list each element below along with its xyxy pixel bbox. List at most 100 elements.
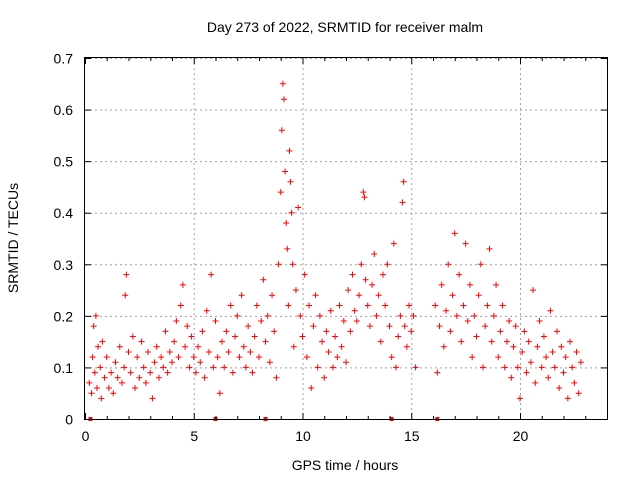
- data-point: [525, 338, 532, 345]
- data-point: [240, 343, 247, 350]
- data-point: [282, 168, 289, 175]
- data-point: [377, 338, 384, 345]
- data-point: [192, 369, 199, 376]
- data-point: [258, 318, 265, 325]
- data-point: [242, 364, 249, 371]
- data-point: [90, 323, 97, 330]
- data-point: [493, 281, 500, 288]
- data-point: [285, 302, 292, 309]
- x-axis-label: GPS time / hours: [292, 457, 399, 473]
- data-point: [289, 261, 296, 268]
- data-point: [142, 379, 149, 386]
- data-point: [297, 312, 304, 319]
- data-point: [149, 395, 156, 402]
- data-point: [325, 348, 332, 355]
- data-point: [227, 302, 234, 309]
- data-point: [179, 281, 186, 288]
- data-point: [121, 364, 128, 371]
- data-point: [173, 318, 180, 325]
- data-point: [175, 354, 182, 361]
- data-point: [536, 318, 543, 325]
- data-point: [440, 343, 447, 350]
- data-point: [118, 379, 125, 386]
- data-point: [151, 359, 158, 366]
- data-point: [182, 343, 189, 350]
- data-point: [558, 343, 565, 350]
- data-point: [549, 348, 556, 355]
- y-tick-label: 0.7: [54, 51, 74, 67]
- data-point: [260, 276, 267, 283]
- data-point: [105, 385, 112, 392]
- data-point: [475, 292, 482, 299]
- data-point: [160, 364, 167, 371]
- data-point: [162, 328, 169, 335]
- data-point: [569, 364, 576, 371]
- data-point: [158, 354, 165, 361]
- data-point: [497, 328, 504, 335]
- data-point: [262, 338, 269, 345]
- y-tick-label: 0.6: [54, 102, 74, 118]
- data-point: [245, 323, 252, 330]
- data-point: [210, 364, 217, 371]
- data-point: [299, 333, 306, 340]
- data-point: [395, 333, 402, 340]
- data-point: [464, 318, 471, 325]
- data-point: [283, 220, 290, 227]
- data-point: [366, 323, 373, 330]
- data-point: [271, 328, 278, 335]
- data-point: [408, 328, 415, 335]
- data-point: [369, 281, 376, 288]
- data-point: [397, 312, 404, 319]
- data-point: [473, 333, 480, 340]
- data-point: [288, 209, 295, 216]
- data-point: [134, 354, 141, 361]
- data-point: [517, 395, 523, 402]
- data-point: [384, 261, 391, 268]
- data-point: [501, 364, 508, 371]
- data-point: [287, 178, 294, 185]
- data-point: [114, 374, 121, 381]
- data-point: [238, 292, 245, 299]
- data-point: [336, 302, 343, 309]
- y-tick-label: 0.5: [54, 154, 74, 170]
- data-point: [490, 312, 497, 319]
- data-point: [375, 292, 382, 299]
- data-point: [488, 338, 495, 345]
- data-point: [466, 281, 473, 288]
- data-point: [401, 323, 408, 330]
- data-point: [575, 390, 582, 397]
- data-point: [127, 369, 134, 376]
- data-point: [221, 364, 228, 371]
- data-point: [340, 318, 347, 325]
- data-point: [249, 369, 256, 376]
- data-point: [147, 369, 154, 376]
- data-point: [371, 250, 378, 257]
- data-point: [438, 281, 445, 288]
- data-point: [164, 369, 171, 376]
- data-point: [471, 312, 478, 319]
- data-point: [203, 307, 210, 314]
- y-tick-label: 0.2: [54, 308, 74, 324]
- y-tick-label: 0.4: [54, 205, 74, 221]
- data-point: [86, 379, 93, 386]
- data-point: [195, 343, 202, 350]
- data-point: [327, 307, 334, 314]
- data-point: [99, 338, 106, 345]
- data-point: [388, 354, 395, 361]
- data-point: [269, 292, 276, 299]
- data-point: [432, 302, 439, 309]
- data-point: [232, 333, 239, 340]
- data-point: [186, 364, 193, 371]
- data-point: [278, 127, 285, 134]
- data-point: [214, 354, 221, 361]
- data-point: [256, 354, 262, 361]
- data-point: [338, 343, 345, 350]
- data-point: [129, 333, 136, 340]
- data-point: [286, 147, 293, 154]
- data-point: [379, 271, 386, 278]
- data-point: [443, 307, 450, 314]
- data-point: [308, 385, 315, 392]
- data-point: [314, 364, 321, 371]
- data-point: [540, 333, 547, 340]
- data-point: [577, 359, 584, 366]
